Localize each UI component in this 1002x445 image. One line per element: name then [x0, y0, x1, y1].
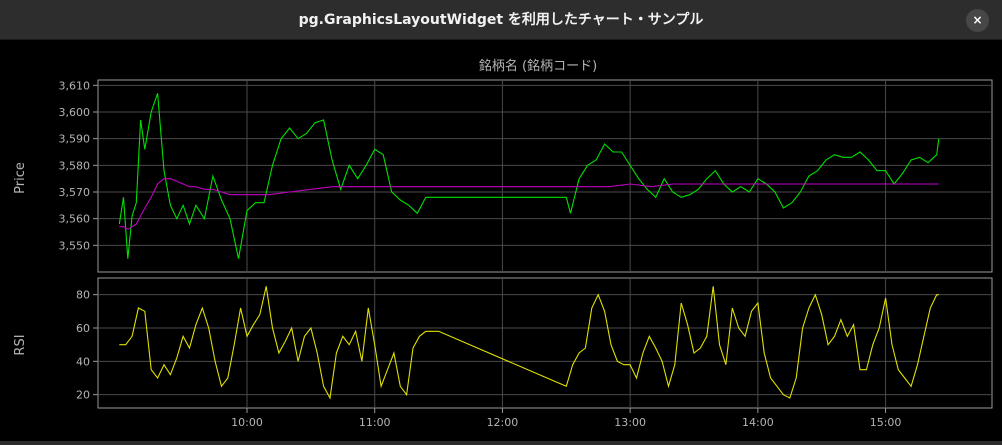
rsi-ytick-label: 20: [76, 389, 90, 402]
rsi-ytick-label: 80: [76, 289, 90, 302]
time-axis: 10:00 11:00 12:00 13:00 14:00 15:00: [231, 408, 901, 429]
x-tick-label: 13:00: [614, 416, 646, 429]
price-series-1-line: [119, 178, 939, 230]
price-ytick-label: 3,580: [59, 159, 91, 172]
price-panel: 3,550 3,560 3,570 3,580 3,590 3,600 3,610: [59, 79, 993, 273]
rsi-panel: 20 40 60 80: [76, 277, 993, 409]
price-ytick-label: 3,600: [59, 106, 91, 119]
rsi-frame: [97, 277, 993, 409]
price-ytick-label: 3,570: [59, 186, 91, 199]
price-axis-label: Price: [13, 162, 28, 194]
window-title: pg.GraphicsLayoutWidget を利用したチャート・サンプル: [298, 12, 704, 28]
chart-area: 銘柄名 (銘柄コード) Price RSI 3,550 3,560 3,570 3,5…: [0, 40, 1002, 441]
x-tick-label: 15:00: [870, 416, 902, 429]
rsi-axis-label: RSI: [13, 334, 28, 355]
x-tick-label: 10:00: [231, 416, 263, 429]
price-ytick-label: 3,560: [59, 213, 91, 226]
price-ytick-label: 3,610: [59, 79, 91, 92]
rsi-ytick-label: 60: [76, 322, 90, 335]
rsi-ytick-label: 40: [76, 355, 90, 368]
chart-svg: 銘柄名 (銘柄コード) Price RSI 3,5503,5603,5703,5…: [13, 58, 993, 429]
x-tick-label: 14:00: [742, 416, 774, 429]
title-bar[interactable]: pg.GraphicsLayoutWidget を利用したチャート・サンプル ×: [0, 0, 1002, 40]
x-tick-label: 12:00: [487, 416, 519, 429]
price-frame: [97, 79, 993, 273]
rsi-series-0-line: [119, 286, 939, 400]
price-ytick-label: 3,590: [59, 133, 91, 146]
price-series-0-line: [118, 93, 940, 259]
price-ytick-label: 3,550: [59, 239, 91, 252]
x-tick-label: 11:00: [359, 416, 391, 429]
close-icon[interactable]: ×: [966, 9, 989, 32]
chart-title: 銘柄名 (銘柄コード): [479, 58, 597, 74]
